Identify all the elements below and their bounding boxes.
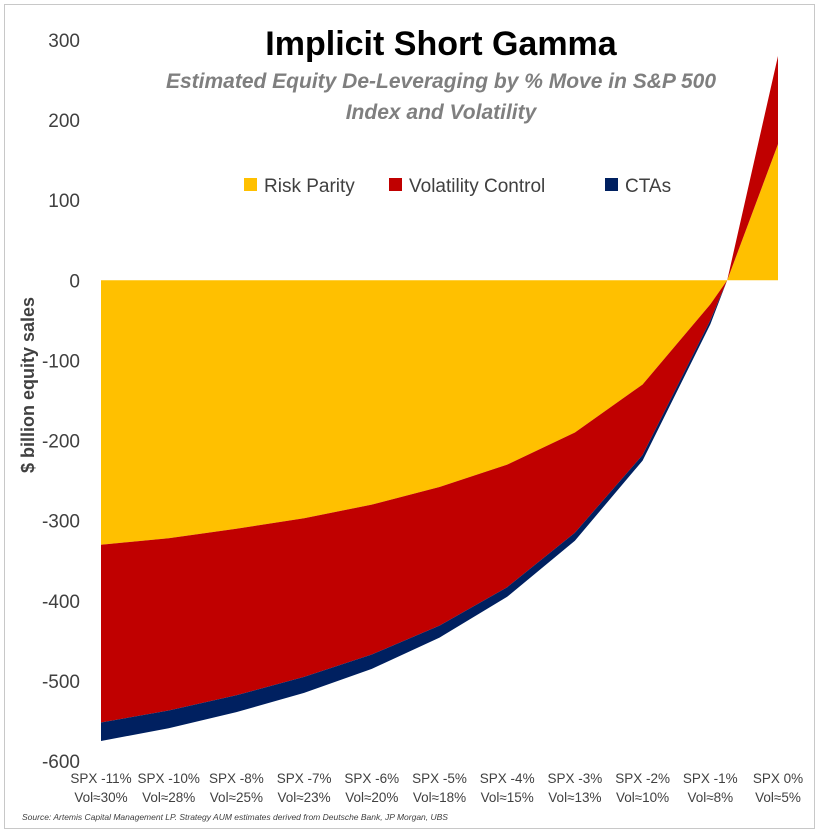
y-tick-label: 200 bbox=[48, 111, 80, 132]
source-note: Source: Artemis Capital Management LP. S… bbox=[22, 812, 448, 822]
y-tick-label: -500 bbox=[42, 672, 80, 693]
area-layers bbox=[101, 56, 778, 741]
legend-label: Volatility Control bbox=[409, 176, 545, 197]
y-tick-label: -600 bbox=[42, 752, 80, 773]
chart-title: Implicit Short Gamma bbox=[265, 25, 617, 63]
x-tick-label: Vol≈23% bbox=[277, 790, 330, 805]
legend-label: Risk Parity bbox=[264, 176, 355, 197]
x-tick-label: SPX -2% bbox=[615, 771, 670, 786]
y-tick-label: 0 bbox=[69, 271, 80, 292]
x-tick-label: SPX -5% bbox=[412, 771, 467, 786]
x-tick-label: Vol≈15% bbox=[481, 790, 534, 805]
y-axis-label: $ billion equity sales bbox=[18, 297, 38, 473]
x-tick-label: Vol≈8% bbox=[687, 790, 733, 805]
legend: Risk Parity Volatility Control CTAs bbox=[244, 176, 671, 197]
area-risk-parity bbox=[101, 144, 778, 545]
y-tick-label: -200 bbox=[42, 432, 80, 453]
y-tick-label: 300 bbox=[48, 31, 80, 52]
x-tick-label: SPX -4% bbox=[480, 771, 535, 786]
x-tick-label: Vol≈28% bbox=[142, 790, 195, 805]
x-tick-label: SPX -6% bbox=[344, 771, 399, 786]
x-tick-label: Vol≈13% bbox=[548, 790, 601, 805]
legend-swatch bbox=[389, 178, 402, 191]
x-tick-label: Vol≈25% bbox=[210, 790, 263, 805]
y-tick-label: 100 bbox=[48, 191, 80, 212]
x-tick-label: SPX -7% bbox=[277, 771, 332, 786]
x-tick-label: SPX -11% bbox=[70, 771, 131, 786]
x-tick-label: SPX -10% bbox=[138, 771, 200, 786]
x-tick-label: Vol≈18% bbox=[413, 790, 466, 805]
legend-label: CTAs bbox=[625, 176, 671, 197]
chart-subtitle-line-1: Estimated Equity De-Leveraging by % Move… bbox=[166, 70, 716, 93]
y-tick-label: -100 bbox=[42, 351, 80, 372]
chart-frame bbox=[4, 4, 815, 829]
x-tick-label: SPX -1% bbox=[683, 771, 738, 786]
x-tick-label: Vol≈20% bbox=[345, 790, 398, 805]
y-tick-label: -400 bbox=[42, 592, 80, 613]
legend-swatch bbox=[605, 178, 618, 191]
x-tick-label: SPX -3% bbox=[548, 771, 603, 786]
x-tick-label: SPX -8% bbox=[209, 771, 264, 786]
y-tick-label: -300 bbox=[42, 512, 80, 533]
legend-swatch bbox=[244, 178, 257, 191]
chart-subtitle-line-2: Index and Volatility bbox=[346, 101, 538, 124]
x-tick-label: Vol≈30% bbox=[74, 790, 127, 805]
x-axis-ticks: SPX -11% Vol≈30% SPX -10% Vol≈28% SPX -8% Vol… bbox=[70, 771, 803, 805]
x-tick-label: Vol≈10% bbox=[616, 790, 669, 805]
x-tick-label: Vol≈5% bbox=[755, 790, 801, 805]
y-axis-ticks: 300 200 100 0 -100 -200 -300 -400 -500 -600 bbox=[42, 31, 80, 773]
area-volatility-control bbox=[101, 56, 778, 723]
x-tick-label: SPX 0% bbox=[753, 771, 803, 786]
